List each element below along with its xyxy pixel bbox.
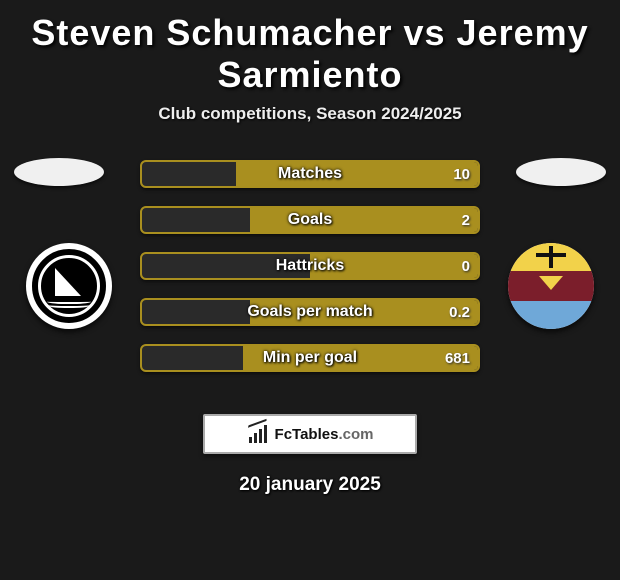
subtitle: Club competitions, Season 2024/2025	[0, 104, 620, 138]
stat-label: Goals per match	[142, 300, 478, 324]
club-badge-right	[508, 243, 594, 329]
stat-label: Min per goal	[142, 346, 478, 370]
plymouth-icon	[47, 264, 91, 308]
stat-value-right: 2	[462, 208, 470, 232]
stat-value-right: 681	[445, 346, 470, 370]
stat-row: Goals per match0.2	[140, 298, 480, 326]
stat-row: Goals2	[140, 206, 480, 234]
stat-label: Goals	[142, 208, 478, 232]
burnley-icon	[508, 243, 594, 329]
club-badge-left	[26, 243, 112, 329]
stat-value-right: 10	[453, 162, 470, 186]
page-title: Steven Schumacher vs Jeremy Sarmiento	[0, 0, 620, 104]
player-right-head	[516, 158, 606, 186]
brand-text: FcTables.com	[275, 426, 374, 443]
player-left-head	[14, 158, 104, 186]
stat-row: Min per goal681	[140, 344, 480, 372]
stat-label: Matches	[142, 162, 478, 186]
stat-label: Hattricks	[142, 254, 478, 278]
chart-icon	[247, 425, 269, 443]
brand-box[interactable]: FcTables.com	[203, 414, 417, 454]
date: 20 january 2025	[0, 474, 620, 496]
stat-value-right: 0.2	[449, 300, 470, 324]
stat-value-right: 0	[462, 254, 470, 278]
stat-row: Hattricks0	[140, 252, 480, 280]
stats-list: Matches10 Goals2 Hattricks0 Goals per match…	[140, 160, 480, 372]
stat-row: Matches10	[140, 160, 480, 188]
